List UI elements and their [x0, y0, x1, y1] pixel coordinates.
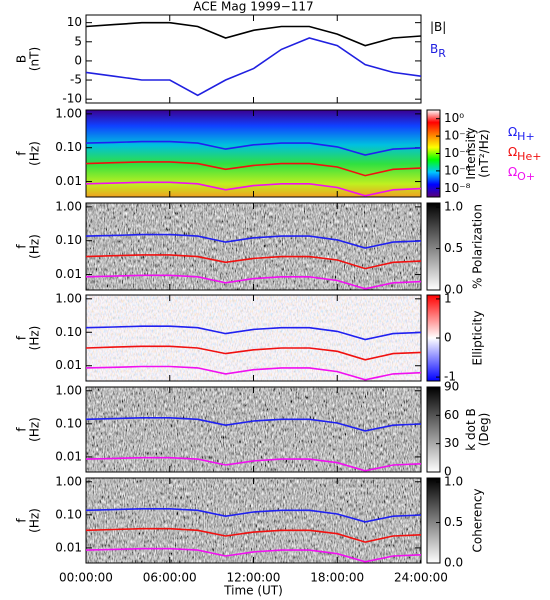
- legend-name: Ω: [508, 145, 517, 159]
- series-line: [85, 325, 422, 341]
- colorbar-tick-label: 0.0: [444, 283, 463, 297]
- y-axis-label: f: [15, 518, 29, 523]
- y-tick-label: 1.00: [55, 474, 82, 488]
- y-axis-label: B: [15, 55, 29, 63]
- colorbar-tick-label: 10⁻⁶: [444, 163, 471, 177]
- colorbar-label: (nT²/Hz): [477, 129, 491, 177]
- colorbar-label: % Polarization: [471, 204, 485, 289]
- y-axis-label: f: [15, 335, 29, 340]
- y-tick-label: 0.01: [55, 174, 82, 188]
- legend-subscript: H+: [517, 130, 535, 143]
- colorbar-label: Intensity: [464, 127, 478, 179]
- colorbar-tick-label: 10⁻²: [444, 129, 471, 143]
- colorbar-tick-label: 0.5: [444, 241, 463, 255]
- series-line: [85, 181, 422, 197]
- colorbar-tick-label: 10⁰: [444, 111, 464, 125]
- colorbar-label: Ellipticity: [471, 311, 485, 366]
- x-tick-label: 24:00:00: [394, 571, 448, 585]
- colorbar-tick-label: 0.0: [444, 556, 463, 570]
- series-line: [85, 508, 422, 523]
- legend-subscript: O+: [517, 170, 535, 183]
- x-axis-label: Time (UT): [223, 584, 283, 598]
- series-line: [85, 527, 422, 543]
- legend-name: |B|: [430, 20, 446, 34]
- colorbar-tick-label: -1: [444, 370, 456, 384]
- y-axis-label: (Hz): [28, 141, 42, 166]
- y-tick-label: 1.00: [55, 199, 82, 213]
- y-axis-label: f: [15, 427, 29, 432]
- colorbar-tick-label: 90: [444, 380, 459, 394]
- legend-label: |B|: [430, 20, 446, 34]
- colorbar-label: (Deg): [477, 413, 491, 447]
- colorbar-tick-label: 1.0: [444, 200, 463, 214]
- y-axis-label: f: [15, 151, 29, 156]
- y-tick-label: 0.10: [55, 140, 82, 154]
- y-axis-label: (nT): [28, 47, 42, 71]
- y-tick-label: 10: [67, 15, 82, 29]
- colorbar-label: Coherency: [471, 488, 485, 552]
- colorbar-tick-label: 60: [444, 408, 459, 422]
- series-line: [85, 365, 422, 381]
- legend-label: ΩO+: [508, 165, 535, 184]
- legend-name: Ω: [508, 165, 517, 179]
- colorbar-label: k dot B: [464, 408, 478, 450]
- colorbar: [426, 386, 441, 473]
- colorbar-tick-label: 30: [444, 436, 459, 450]
- series-line: [85, 274, 422, 290]
- x-tick-label: 18:00:00: [310, 571, 364, 585]
- colorbar: [426, 202, 441, 291]
- series-line: [85, 21, 422, 47]
- y-tick-label: 0.01: [55, 449, 82, 463]
- colorbar-tick-label: 0.5: [444, 515, 463, 529]
- y-tick-label: 5: [74, 34, 82, 48]
- y-tick-label: 0: [74, 53, 82, 67]
- colorbar-tick-label: 0: [444, 465, 452, 479]
- series-line: [85, 233, 422, 249]
- y-tick-label: 0.10: [55, 507, 82, 521]
- y-tick-label: 1.00: [55, 106, 82, 120]
- series-line: [85, 254, 422, 270]
- chart-title: ACE Mag 1999−117: [193, 0, 313, 14]
- series-line: [85, 417, 422, 432]
- series-line: [85, 547, 422, 563]
- series-line: [85, 345, 422, 361]
- series-line: [85, 161, 422, 177]
- y-tick-label: 0.01: [55, 358, 82, 372]
- plot-frame: [85, 14, 422, 104]
- legend-subscript: He+: [517, 150, 541, 163]
- y-tick-label: 1.00: [55, 291, 82, 305]
- x-tick-label: 12:00:00: [227, 571, 281, 585]
- legend-label: ΩH+: [508, 125, 535, 144]
- colorbar-tick-label: 10⁻⁸: [444, 181, 471, 195]
- y-axis-label: (Hz): [28, 508, 42, 533]
- y-tick-label: 0.01: [55, 540, 82, 554]
- y-axis-label: f: [15, 244, 29, 249]
- y-axis-label: (Hz): [28, 234, 42, 259]
- x-tick-label: 06:00:00: [143, 571, 197, 585]
- y-axis-label: (Hz): [28, 417, 42, 442]
- legend-name: B: [430, 42, 438, 56]
- y-tick-label: -5: [70, 73, 82, 87]
- colorbar-tick-label: 1: [444, 291, 452, 305]
- y-tick-label: -10: [62, 92, 82, 106]
- legend-label: ΩHe+: [508, 145, 541, 164]
- colorbar-tick-label: 0: [444, 331, 452, 345]
- series-line: [85, 37, 422, 97]
- legend-name: Ω: [508, 125, 517, 139]
- series-line: [85, 456, 422, 472]
- y-tick-label: 0.10: [55, 325, 82, 339]
- legend-label: BR: [430, 42, 446, 61]
- colorbar-tick-label: 1.0: [444, 475, 463, 489]
- y-axis-label: (Hz): [28, 326, 42, 351]
- y-tick-label: 0.10: [55, 233, 82, 247]
- y-tick-label: 1.00: [55, 383, 82, 397]
- legend-subscript: R: [438, 47, 446, 60]
- colorbar: [426, 477, 441, 564]
- colorbar-tick-label: 10⁻⁴: [444, 146, 471, 160]
- series-line: [85, 140, 422, 156]
- y-tick-label: 0.01: [55, 267, 82, 281]
- y-tick-label: 0.10: [55, 416, 82, 430]
- x-tick-label: 00:00:00: [59, 571, 113, 585]
